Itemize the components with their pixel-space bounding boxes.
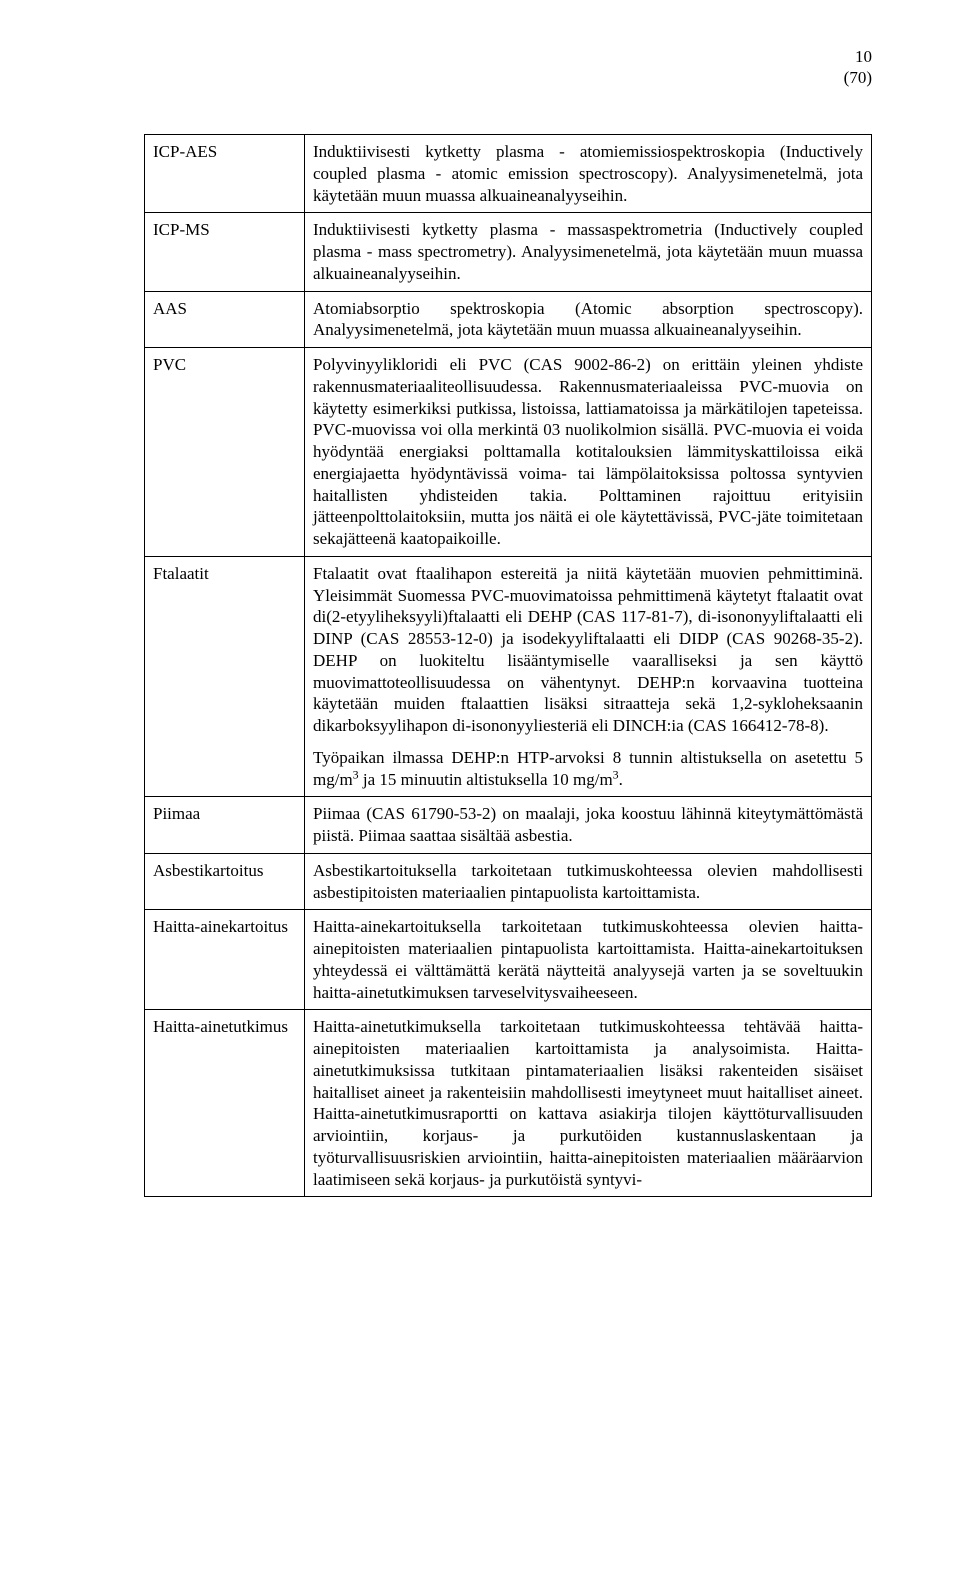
definition-paragraph: Ftalaatit ovat ftaalihapon estereitä ja … [313, 563, 863, 737]
term-cell: Asbestikartoitus [145, 853, 305, 910]
term-cell: Haitta-ainetutkimus [145, 1010, 305, 1197]
term-label: ICP-AES [153, 142, 217, 161]
definition-cell: Haitta-ainekartoituksella tarkoitetaan t… [305, 910, 872, 1010]
term-cell: ICP-AES [145, 135, 305, 213]
definition-paragraph: Piimaa (CAS 61790-53-2) on maalaji, joka… [313, 803, 863, 847]
definition-cell: Asbestikartoituksella tarkoitetaan tutki… [305, 853, 872, 910]
term-cell: Piimaa [145, 797, 305, 854]
definition-cell: Piimaa (CAS 61790-53-2) on maalaji, joka… [305, 797, 872, 854]
term-label: Piimaa [153, 804, 200, 823]
definition-paragraph: Haitta-ainekartoituksella tarkoitetaan t… [313, 916, 863, 1003]
table-row: Asbestikartoitus Asbestikartoituksella ta… [145, 853, 872, 910]
term-label: AAS [153, 299, 187, 318]
term-cell: Ftalaatit [145, 556, 305, 797]
definition-cell: Ftalaatit ovat ftaalihapon estereitä ja … [305, 556, 872, 797]
table-row: Piimaa Piimaa (CAS 61790-53-2) on maalaji… [145, 797, 872, 854]
term-label: Ftalaatit [153, 564, 209, 583]
definition-paragraph: Polyvinyylikloridi eli PVC (CAS 9002-86-… [313, 354, 863, 550]
definition-paragraph: Induktiivisesti kytketty plasma - atomie… [313, 141, 863, 206]
definition-paragraph: Induktiivisesti kytketty plasma - massas… [313, 219, 863, 284]
page-header: 10 (70) [844, 46, 872, 89]
definition-paragraph: Atomiabsorptio spektroskopia (Atomic abs… [313, 298, 863, 342]
term-label: Haitta-ainetutkimus [153, 1017, 288, 1036]
table-row: AAS Atomiabsorptio spektroskopia (Atomic … [145, 291, 872, 348]
term-cell: PVC [145, 348, 305, 557]
document-page: 10 (70) ICP-AES Induktiivisesti kytketty … [0, 0, 960, 1584]
definition-cell: Induktiivisesti kytketty plasma - massas… [305, 213, 872, 291]
table-row: Haitta-ainekartoitus Haitta-ainekartoituk… [145, 910, 872, 1010]
definition-cell: Polyvinyylikloridi eli PVC (CAS 9002-86-… [305, 348, 872, 557]
definition-paragraph: Työpaikan ilmassa DEHP:n HTP-arvoksi 8 t… [313, 747, 863, 791]
term-label: PVC [153, 355, 186, 374]
definition-paragraph: Asbestikartoituksella tarkoitetaan tutki… [313, 860, 863, 904]
definitions-table: ICP-AES Induktiivisesti kytketty plasma -… [144, 134, 872, 1197]
table-row: ICP-MS Induktiivisesti kytketty plasma - … [145, 213, 872, 291]
term-label: ICP-MS [153, 220, 210, 239]
table-row: ICP-AES Induktiivisesti kytketty plasma -… [145, 135, 872, 213]
term-cell: AAS [145, 291, 305, 348]
definition-cell: Induktiivisesti kytketty plasma - atomie… [305, 135, 872, 213]
term-label: Haitta-ainekartoitus [153, 917, 288, 936]
table-row: Ftalaatit Ftalaatit ovat ftaalihapon este… [145, 556, 872, 797]
term-label: Asbestikartoitus [153, 861, 264, 880]
page-number: 10 [844, 46, 872, 67]
page-total: (70) [844, 67, 872, 88]
definition-cell: Haitta-ainetutkimuksella tarkoitetaan tu… [305, 1010, 872, 1197]
table-row: PVC Polyvinyylikloridi eli PVC (CAS 9002-… [145, 348, 872, 557]
term-cell: Haitta-ainekartoitus [145, 910, 305, 1010]
term-cell: ICP-MS [145, 213, 305, 291]
table-row: Haitta-ainetutkimus Haitta-ainetutkimukse… [145, 1010, 872, 1197]
definition-cell: Atomiabsorptio spektroskopia (Atomic abs… [305, 291, 872, 348]
definition-paragraph: Haitta-ainetutkimuksella tarkoitetaan tu… [313, 1016, 863, 1190]
